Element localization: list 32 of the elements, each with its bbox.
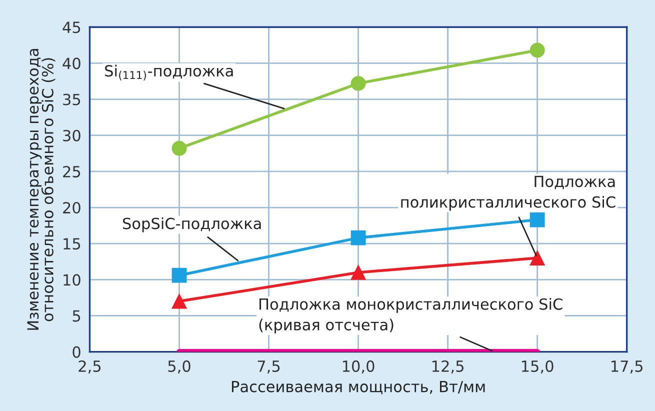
x-tick-label: 5,0	[168, 360, 190, 374]
annotation: SopSiC-подложка	[122, 217, 261, 232]
x-axis-title: Рассеиваемая мощность, Вт/мм	[232, 380, 485, 394]
y-tick-label: 40	[62, 58, 80, 70]
annotation: Подложка поликристаллического SiC	[401, 176, 616, 211]
point	[350, 264, 366, 280]
y-tick-label: 0	[72, 346, 80, 358]
y-tick-label: 10	[64, 274, 80, 286]
x-tick-label: 2,5	[78, 360, 101, 374]
x-tick-label: 7,5	[258, 360, 280, 374]
x-tick-label: 12,5	[432, 360, 464, 374]
point	[172, 268, 187, 283]
point	[350, 230, 366, 246]
y-tick-label: 20	[63, 202, 80, 214]
point	[350, 76, 366, 91]
y-axis-title: Изменение температуры перехода относительно объемного SiC (%)	[27, 49, 56, 330]
point	[530, 42, 545, 58]
y-tick-label: 15	[64, 238, 80, 250]
y-tick-label: 30	[63, 130, 80, 142]
point	[172, 140, 187, 156]
x-tick-label: 15,0	[522, 360, 554, 374]
point	[172, 294, 187, 309]
annotation: Si$_{(111)}$-подложка	[105, 64, 233, 80]
y-tick-label: 5	[72, 310, 80, 322]
y-tick-label: 25	[63, 166, 80, 178]
point	[530, 212, 545, 228]
point	[530, 250, 545, 266]
annotation: Подложка монокристаллического SiC (кривая отсчета)	[259, 298, 562, 334]
y-tick-label: 35	[63, 94, 80, 106]
y-tick-label: 45	[62, 22, 80, 34]
x-tick-label: 10,0	[342, 360, 374, 374]
x-tick-label: 17,5	[612, 360, 643, 374]
